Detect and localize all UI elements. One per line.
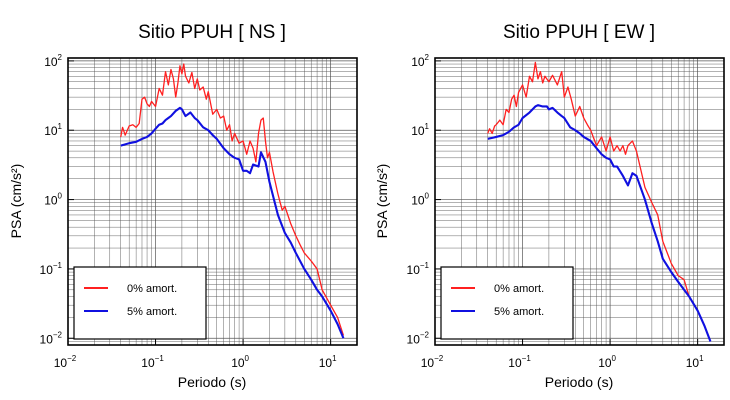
y-tick-label: 100 <box>411 192 429 208</box>
x-tick-label: 10−1 <box>141 354 164 370</box>
chart-ns: Sitio PPUH [ NS ] 10−2 10−1 100 101 102 10−2… <box>8 22 358 390</box>
x-tick-label: 100 <box>231 354 249 370</box>
x-axis-label: Periodo (s) <box>178 374 246 390</box>
plot-frame <box>434 57 725 346</box>
legend-box <box>73 266 207 340</box>
y-tick-label: 102 <box>411 53 429 69</box>
y-tick-label: 10−1 <box>407 261 430 277</box>
y-tick-labels: 10−2 10−1 100 101 102 <box>407 53 441 346</box>
legend-label-1: 5% amort. <box>127 306 177 318</box>
x-tick-label: 101 <box>319 354 337 370</box>
series-layer <box>487 61 712 342</box>
y-tick-label: 100 <box>44 192 62 208</box>
legend-label-1: 5% amort. <box>494 306 544 318</box>
chart-title: Sitio PPUH [ EW ] <box>503 22 655 43</box>
series-line-1 <box>487 104 712 342</box>
legend-label-0: 0% amort. <box>494 283 544 295</box>
x-tick-label: 101 <box>686 354 704 370</box>
y-tick-labels: 10−2 10−1 100 101 102 <box>40 53 74 346</box>
y-axis-label: PSA (cm/s²) <box>8 164 24 239</box>
chart-title: Sitio PPUH [ NS ] <box>138 22 286 43</box>
legend-label-0: 0% amort. <box>127 283 177 295</box>
x-tick-labels: 10−2 10−1 100 101 <box>54 339 337 370</box>
y-tick-label: 102 <box>44 53 62 69</box>
x-axis-label: Periodo (s) <box>545 374 613 390</box>
y-tick-label: 101 <box>411 122 429 138</box>
x-tick-label: 10−2 <box>421 354 444 370</box>
y-tick-label: 101 <box>44 122 62 138</box>
legend: 0% amort. 5% amort. <box>73 266 207 340</box>
series-layer <box>120 63 345 339</box>
y-tick-label: 10−2 <box>40 330 63 346</box>
x-tick-label: 10−2 <box>54 354 77 370</box>
series-line-0 <box>120 63 345 336</box>
legend: 0% amort. 5% amort. <box>440 266 574 340</box>
x-tick-label: 100 <box>598 354 616 370</box>
legend-box <box>440 266 574 340</box>
chart-ew: Sitio PPUH [ EW ] 10−2 10−1 100 101 102 10−2… <box>374 22 725 390</box>
y-tick-label: 10−1 <box>40 261 63 277</box>
y-tick-label: 10−2 <box>407 330 430 346</box>
x-tick-labels: 10−2 10−1 100 101 <box>421 339 704 370</box>
plot-frame <box>67 57 358 346</box>
x-tick-label: 10−1 <box>508 354 531 370</box>
series-line-1 <box>120 106 345 339</box>
y-axis-label: PSA (cm/s²) <box>374 164 390 239</box>
series-line-0 <box>487 61 712 342</box>
